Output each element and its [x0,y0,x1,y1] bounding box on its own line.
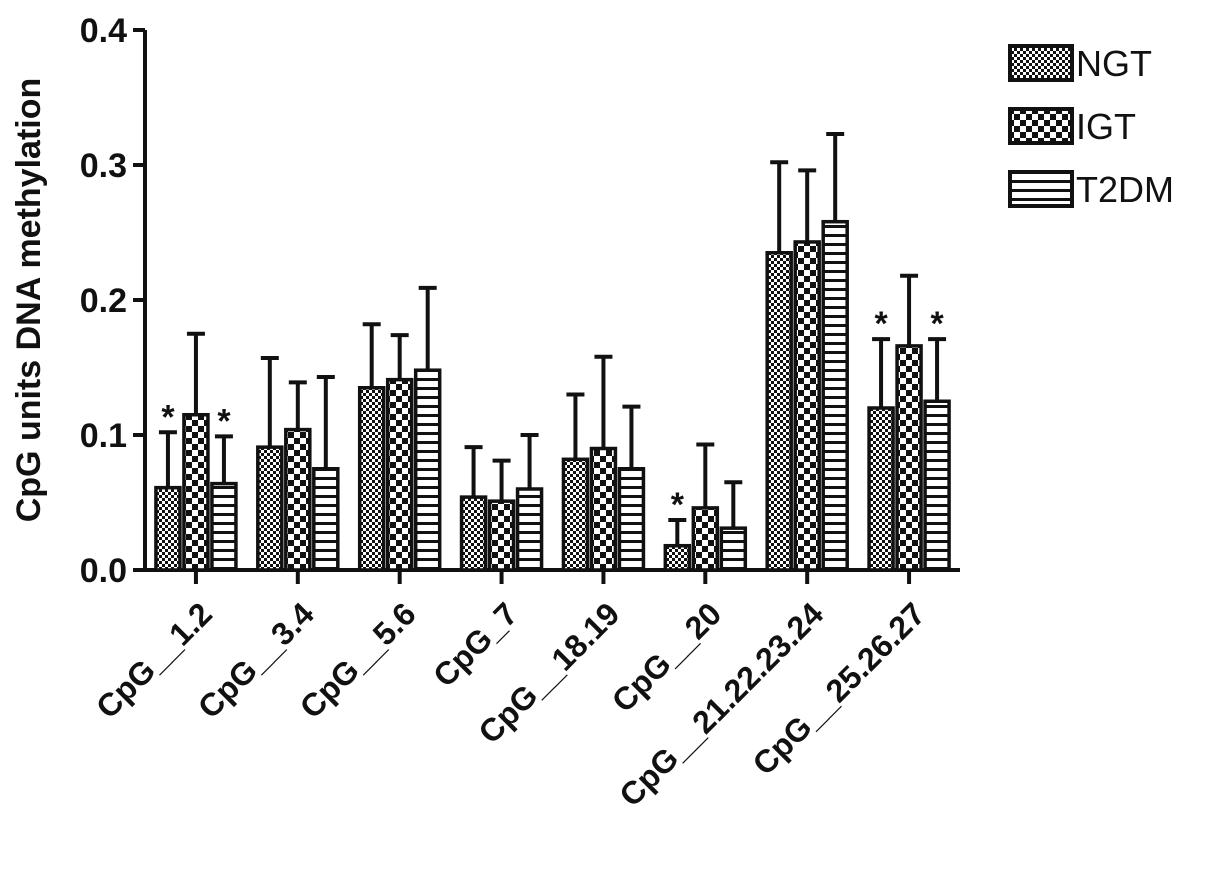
bar-igt [589,446,618,572]
bar-t2dm [719,526,748,572]
significance-marker: * [874,305,888,343]
legend-swatch [1008,170,1074,208]
bar-ngt [256,445,284,572]
legend-label: NGT [1076,43,1152,84]
significance-marker: * [217,402,231,440]
bar-ngt [561,457,590,572]
bar-igt [182,413,210,572]
bar-igt [487,499,516,572]
y-axis-title: CpG units DNA methylation [10,78,48,523]
bar-t2dm [617,467,646,572]
x-tick-label: CpG__25.26.27 [746,595,932,781]
bar-t2dm [821,219,849,572]
bar-t2dm [923,399,951,572]
x-tick-label: CpG_7 [426,595,524,693]
bar-igt [385,377,414,572]
legend: NGT IGT T2DM [1008,43,1174,210]
y-tick-label: 0.2 [80,282,127,320]
bar-t2dm [515,487,544,572]
legend-label: IGT [1076,106,1136,147]
bar-t2dm [312,467,340,572]
bar-ngt [663,543,692,572]
bar-ngt [154,485,182,572]
bar-igt [895,344,923,572]
bar-t2dm [210,481,238,572]
y-tick-label: 0.1 [80,417,127,455]
y-tick-label: 0.4 [80,12,127,50]
bar-ngt [765,251,793,572]
y-tick-label: 0.3 [80,147,127,185]
significance-marker: * [671,486,685,524]
bar-igt [691,506,720,572]
bar-series-group: * * * * * [154,131,951,572]
bar-ngt [459,495,488,572]
bar-ngt [867,406,895,572]
legend-swatch [1008,107,1074,145]
bar-t2dm [413,368,442,572]
y-tick-label: 0.0 [80,552,127,590]
bar-ngt [357,386,386,572]
legend-swatch [1008,44,1074,82]
significance-marker: * [930,305,944,343]
bar-igt [793,240,821,572]
bar-igt [284,427,312,572]
legend-label: T2DM [1076,169,1174,210]
significance-marker: * [161,398,175,436]
